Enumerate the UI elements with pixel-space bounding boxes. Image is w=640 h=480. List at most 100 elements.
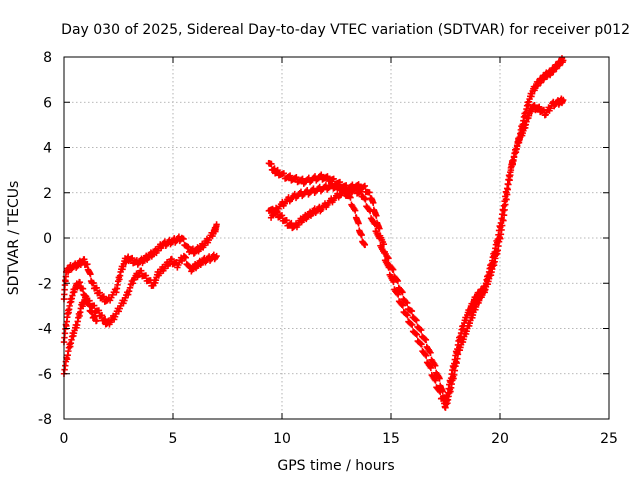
- data-point: [115, 288, 118, 292]
- data-point: [106, 300, 109, 303]
- data-point: [437, 377, 441, 380]
- data-point: [134, 261, 138, 265]
- data-point: [152, 284, 155, 287]
- data-point: [73, 286, 77, 289]
- data-point: [64, 270, 68, 274]
- data-point: [540, 78, 543, 81]
- x-tick-label: 0: [60, 431, 69, 447]
- data-point: [180, 236, 183, 240]
- data-point: [200, 245, 203, 249]
- data-point: [99, 295, 103, 299]
- data-point: [193, 250, 196, 253]
- data-point: [500, 214, 504, 217]
- data-point: [285, 175, 288, 179]
- data-point: [91, 282, 94, 285]
- data-point: [514, 150, 517, 154]
- y-tick-label: 4: [43, 141, 52, 157]
- x-tick-label: 20: [491, 431, 509, 447]
- data-point: [67, 349, 70, 353]
- data-point: [400, 304, 404, 308]
- data-point: [80, 304, 83, 308]
- data-point: [269, 214, 273, 217]
- data-points: [60, 55, 567, 411]
- data-point: [272, 168, 275, 172]
- data-point: [296, 193, 299, 197]
- data-point: [466, 313, 469, 317]
- data-point: [370, 196, 373, 199]
- data-point: [538, 107, 541, 111]
- data-point: [287, 223, 290, 226]
- axis-ticks: 0 5 10 15 20 25 -8 -6 -4 -2 0 2 4 6 8: [38, 50, 618, 447]
- data-point: [280, 216, 284, 219]
- x-tick-label: 10: [273, 431, 291, 447]
- data-point: [313, 189, 316, 192]
- data-point: [278, 205, 282, 208]
- x-tick-label: 25: [600, 431, 618, 447]
- data-point: [466, 327, 469, 330]
- data-point: [479, 291, 482, 294]
- data-point: [424, 340, 428, 344]
- data-point: [420, 345, 423, 348]
- data-point: [141, 259, 144, 262]
- y-tick-label: 2: [43, 186, 52, 202]
- data-point: [293, 225, 297, 228]
- data-point: [387, 268, 391, 271]
- data-point: [304, 191, 308, 194]
- data-point: [187, 248, 190, 251]
- data-point: [394, 288, 397, 292]
- data-point: [385, 254, 388, 258]
- data-point: [405, 302, 408, 305]
- data-point: [82, 259, 85, 262]
- x-tick-label: 5: [169, 431, 178, 447]
- data-point: [363, 245, 367, 249]
- series-segment-2-lower: [265, 95, 567, 407]
- data-point: [544, 112, 547, 115]
- data-point: [359, 232, 362, 235]
- data-point: [337, 193, 340, 197]
- data-point: [320, 207, 323, 210]
- data-point: [160, 243, 164, 246]
- data-point: [444, 401, 447, 405]
- data-point: [527, 114, 530, 118]
- data-point: [139, 270, 142, 274]
- data-point: [562, 98, 565, 102]
- data-point: [522, 128, 526, 131]
- data-point: [433, 379, 436, 382]
- data-point: [302, 180, 305, 183]
- data-point: [206, 239, 210, 242]
- data-point: [518, 137, 521, 140]
- data-point: [215, 225, 218, 228]
- data-point: [368, 209, 371, 213]
- data-point: [313, 209, 316, 213]
- data-point: [91, 313, 94, 317]
- data-point: [66, 315, 69, 319]
- data-point: [361, 193, 364, 197]
- data-point: [354, 189, 358, 192]
- y-tick-label: 8: [43, 50, 52, 66]
- data-point: [413, 331, 417, 335]
- data-point: [154, 250, 157, 253]
- data-point: [426, 361, 430, 364]
- series-segment-2-middle: [267, 180, 369, 249]
- data-point: [169, 259, 173, 262]
- data-point: [320, 175, 323, 179]
- data-point: [548, 71, 552, 75]
- point-markers: [265, 55, 567, 411]
- data-point: [119, 270, 122, 274]
- data-point: [145, 277, 149, 280]
- data-point: [418, 327, 421, 330]
- data-point: [300, 218, 303, 222]
- data-point: [95, 318, 98, 321]
- chart-title: Day 030 of 2025, Sidereal Day-to-day VTE…: [61, 22, 630, 38]
- data-point: [527, 101, 530, 104]
- series-segment-2-upper: [265, 55, 567, 411]
- data-point: [474, 295, 478, 299]
- data-point: [374, 214, 377, 217]
- data-point: [496, 236, 500, 240]
- data-point: [322, 187, 325, 190]
- data-point: [531, 105, 534, 108]
- data-point: [293, 177, 297, 181]
- data-point: [182, 254, 186, 258]
- data-point: [69, 300, 72, 303]
- data-point: [167, 241, 170, 244]
